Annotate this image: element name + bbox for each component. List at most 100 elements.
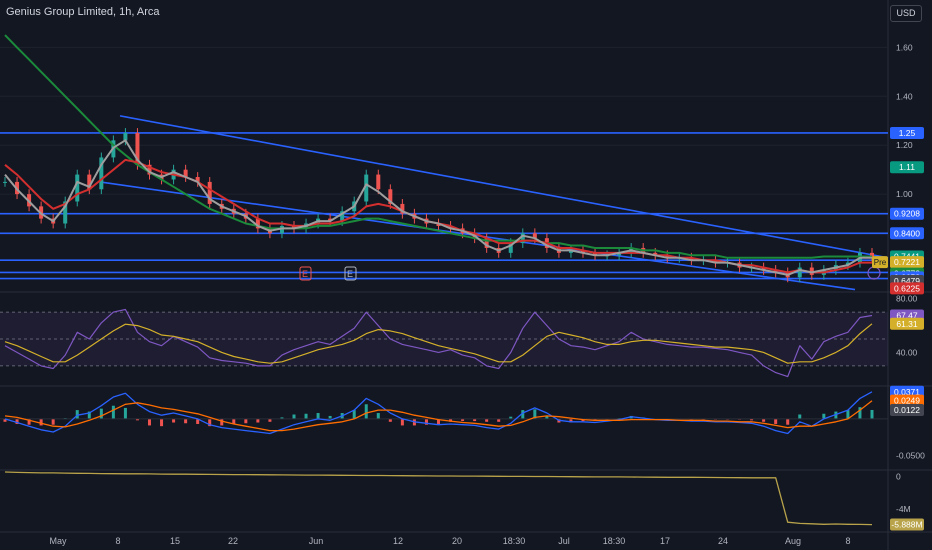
rsi-tag-1: 61.31 [890,317,924,330]
volume-tag-0-label: -5.888M [891,520,922,530]
price-tag-2-label: 0.9208 [894,209,920,219]
candle-body [3,181,7,183]
volume-tick-label-1: -4M [896,504,911,514]
price-tag-3-label: 0.8400 [894,228,920,238]
candle-body [581,250,585,253]
candle-body [364,174,369,202]
earnings-marker-label-0: E [302,269,308,279]
candle-body [328,218,333,222]
price-tag-1: 1.11 [890,161,924,174]
candle-body [292,225,296,229]
candle-body [532,233,537,239]
candle-body [87,174,92,190]
time-axis-label-12: Aug [785,536,801,546]
candle-body [436,223,441,226]
candle-body [593,252,598,256]
candle-body [340,211,345,222]
price-tag-1-bg [890,161,924,174]
rsi-line [4,308,873,378]
macd-tag-1-bg [890,394,924,407]
price-tick-label-2: 1.20 [896,140,913,150]
time-axis-label-9: 18:30 [603,536,626,546]
price-tag-1-label: 1.11 [899,162,915,172]
candle-body [845,262,850,266]
time-axis-label-5: 12 [393,536,403,546]
candle-body [617,252,622,256]
candle-body [123,132,128,141]
price-tag-0: 1.25 [890,126,924,139]
premarket-badge [872,256,888,269]
price-tag-9-bg [890,282,924,295]
candle-body [508,243,513,253]
price-tag-5: 0.7221 [890,256,924,269]
earnings-marker-label-1: E [347,269,353,279]
macd-tag-0-label: 0.0371 [894,387,920,397]
time-axis-label-7: 18:30 [503,536,526,546]
currency-button[interactable]: USD [890,5,922,22]
ma-mid-line [4,158,872,274]
ma-fast-line [4,139,872,276]
price-tick-label-1: 1.40 [896,91,913,101]
chart-title: Genius Group Limited, 1h, Arca [6,6,160,18]
rsi-ma-line [4,323,873,364]
candle-body [568,250,573,253]
earnings-marker-1 [344,266,357,281]
volume-tag-0: -5.888M [890,518,924,531]
volume-tick-label-0: 0 [896,472,901,482]
candle-body [653,252,658,256]
time-axis-label-4: Jun [309,536,324,546]
candle-body [797,267,802,278]
candle-body [255,218,260,229]
candle-body [809,267,814,275]
price-tick-label-3: 1.00 [896,189,913,199]
price-tag-9: 0.6225 [890,282,924,295]
macd-tick-label-0: -0.0500 [896,450,925,460]
channel-lower-line [99,181,856,291]
price-tag-5-label: 0.7221 [894,257,920,267]
rsi-tick-label-1: 40.00 [896,347,918,357]
candle-body [135,132,140,165]
candle-body [207,181,212,204]
cumulative-volume-line [4,471,873,526]
time-axis-label-13: 8 [845,536,850,546]
time-axis-label-10: 17 [660,536,670,546]
candle-body [195,177,200,182]
price-tag-2-bg [890,207,924,220]
price-tag-3-bg [890,227,924,240]
price-tag-2: 0.9208 [890,207,924,220]
time-axis-label-1: 8 [115,536,120,546]
candle-body [689,257,694,261]
time-axis-label-3: 22 [228,536,238,546]
time-axis-label-2: 15 [170,536,180,546]
candle-body [761,267,766,270]
candle-body [99,157,104,190]
candle-body [448,225,453,229]
rsi-tag-1-bg [890,317,924,330]
time-axis-label-8: Jul [558,536,570,546]
time-axis-label-11: 24 [718,536,728,546]
price-tag-3: 0.8400 [890,227,924,240]
candle-body [400,203,405,214]
rsi-tick-label-0: 80.00 [896,294,918,304]
candle-body [279,225,284,234]
macd-tag-2: 0.0122 [890,403,924,416]
macd-tag-1: 0.0249 [890,394,924,407]
candle-body [713,260,718,263]
candle-body [484,238,489,248]
candle-body [147,164,152,175]
macd-tag-2-bg [890,403,924,416]
candle-body [773,269,778,273]
candle-body [665,255,670,258]
rsi-tag-1-label: 61.31 [896,319,918,329]
earnings-marker-0 [299,266,312,281]
price-tick-label-0: 1.60 [896,42,913,52]
price-tag-9-label: 0.6225 [894,283,920,293]
candle-body [870,252,874,257]
candle-body [75,174,80,202]
candle-body [183,169,188,178]
candle-body [388,189,393,204]
price-tag-5-bg [890,256,924,269]
rsi-tag-0-label: 67.47 [896,311,918,321]
candle-body [376,174,381,190]
